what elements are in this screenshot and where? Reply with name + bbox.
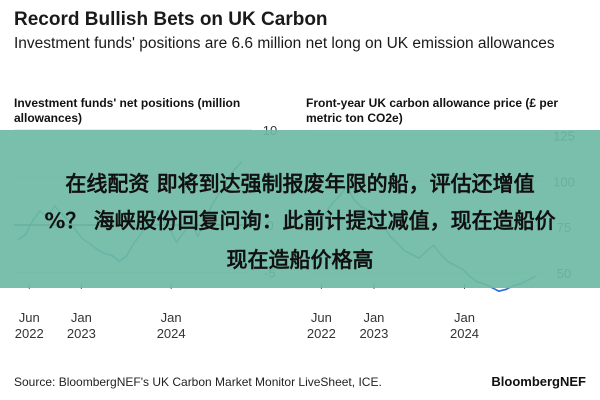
right-x-tick-year: 2023 (359, 326, 388, 341)
right-data-point (505, 288, 508, 291)
chart-subtitle: Investment funds' positions are 6.6 mill… (14, 35, 555, 52)
left-x-tick-month: Jan (161, 310, 182, 325)
right-data-point (498, 290, 500, 293)
brand-logo: BloombergNEF (491, 374, 586, 389)
source-note: Source: BloombergNEF's UK Carbon Market … (14, 375, 382, 389)
overlay-text-line-3: 现在造船价格高 (226, 248, 374, 272)
chart-header: Record Bullish Bets on UK Carbon Investm… (14, 8, 586, 54)
left-x-tick-month: Jun (19, 310, 40, 325)
left-x-tick-year: 2022 (15, 326, 44, 341)
overlay-text-line-1: 在线配资 即将到达强制报废年限的船，评估还增值 (65, 172, 535, 196)
left-panel-title: Investment funds' net positions (million… (14, 96, 241, 125)
overlay-text-line-2: %？ 海峡股份回复问询：此前计提过减值，现在造船价 (44, 209, 556, 233)
left-x-tick-month: Jan (71, 310, 92, 325)
chart-title: Record Bullish Bets on UK Carbon (14, 9, 328, 30)
right-x-tick-year: 2022 (307, 326, 336, 341)
left-x-tick-year: 2023 (67, 326, 96, 341)
right-x-tick-month: Jan (454, 310, 475, 325)
left-x-tick-year: 2024 (157, 326, 186, 341)
right-x-tick-year: 2024 (450, 326, 479, 341)
right-x-tick-month: Jun (311, 310, 332, 325)
right-panel-title: Front-year UK carbon allowance price (£ … (306, 96, 559, 125)
overlay-banner (0, 130, 600, 288)
right-x-tick-month: Jan (363, 310, 384, 325)
